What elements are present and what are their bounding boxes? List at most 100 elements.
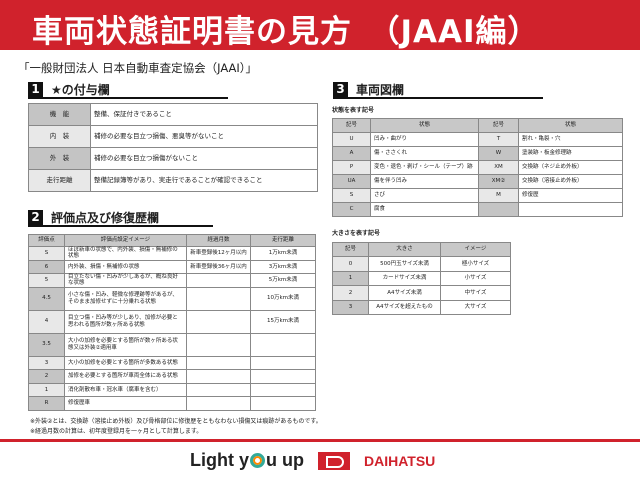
cell: 内外装、損傷・無補修の状態 (64, 259, 187, 274)
cell: 6 (28, 259, 65, 274)
cell: さび (370, 188, 479, 203)
cell: 加修を必要とする箇所が車両全体にある状態 (64, 369, 187, 384)
row-value: 整備記録簿等があり、実走行であることが確認できること (90, 169, 318, 192)
column-header: 走行距離 (250, 234, 316, 247)
cell: 2 (332, 285, 369, 301)
cell (478, 202, 519, 217)
table-row: 走行距離 整備記録簿等があり、実走行であることが確認できること (28, 169, 318, 192)
column-header: イメージ (440, 242, 511, 257)
cell (250, 369, 316, 384)
table-row: 2 加修を必要とする箇所が車両全体にある状態 (28, 369, 316, 384)
cell (250, 355, 316, 370)
header-row: 記号 状態 記号 状態 (332, 118, 623, 133)
cell: 0 (332, 256, 369, 272)
table-row: 6 内外装、損傷・無補修の状態 新車登録後36ヶ月以内 3万km未満 (28, 259, 316, 274)
organization: 「一般財団法人 日本自動車査定協会（JAAI）」 (18, 61, 258, 75)
cell (186, 309, 251, 334)
page-title: 車両状態証明書の見方 （JAAI編） (0, 0, 640, 50)
cell (186, 369, 251, 384)
cell: 15万km未満 (250, 309, 316, 334)
cell: 大小の加修を必要とする箇所が数ヶ所ある状態又は外装②適用車 (64, 332, 187, 357)
cell: 500円玉サイズ未満 (368, 256, 441, 272)
size-label: 大きさを表す記号 (332, 230, 381, 237)
cell: 10万km未満 (250, 286, 316, 311)
row-value: 補修の必要な目立つ損傷、悪臭等がないこと (90, 125, 318, 148)
section-title: ★の付与欄 (51, 83, 110, 97)
brand-name: DAIHATSU (364, 452, 436, 469)
column-header: 評価点設定イメージ (64, 234, 187, 247)
cell: 5万km未満 (250, 273, 316, 288)
cell: 交換跡（溶接止め外板） (518, 174, 623, 189)
cell: 4.5 (28, 286, 65, 311)
cell: 中サイズ (440, 285, 511, 301)
table-row: 3.5 大小の加修を必要とする箇所が数ヶ所ある状態又は外装②適用車 (28, 332, 316, 357)
section1-heading: 1 ★の付与欄 (28, 82, 228, 99)
table-row: U 凹み・曲がり T 割れ・亀裂・穴 (332, 132, 623, 147)
slogan-text: u up (266, 450, 304, 470)
cell: R (28, 396, 65, 411)
cell: 目立つ傷・凹み等が少しあり、加修が必要と思われる箇所が数ヶ所ある状態 (64, 309, 187, 334)
cell: W (478, 146, 519, 161)
column-header: 記号 (478, 118, 519, 133)
section-number: 2 (28, 210, 43, 225)
table-row: 機 能整備、保証付きであること (28, 103, 318, 126)
cell: 新車登録後12ヶ月以内 (186, 246, 251, 261)
cell: A4サイズ未満 (368, 285, 441, 301)
cell: S (28, 246, 65, 261)
cell (186, 332, 251, 357)
cell: 変色・退色・剥げ・シール（テープ）跡 (370, 160, 479, 175)
cell: UA (332, 174, 371, 189)
row-label: 走行距離 (28, 169, 91, 192)
cell: 新車登録後36ヶ月以内 (186, 259, 251, 274)
table-row: 5 目立たない傷・凹みが少しあるが、概ね良好な状態 5万km未満 (28, 273, 316, 288)
cell: 交換跡（ネジ止め外板） (518, 160, 623, 175)
cell: P (332, 160, 371, 175)
cell: U (332, 132, 371, 147)
table-row: 外 装補修の必要な目立つ損傷がないこと (28, 147, 318, 170)
row-label: 内 装 (28, 125, 91, 148)
cell: 4 (28, 309, 65, 334)
cell (186, 273, 251, 288)
cell: 1万km未満 (250, 246, 316, 261)
cell: 3.5 (28, 332, 65, 357)
cell: 目立たない傷・凹みが少しあるが、概ね良好な状態 (64, 273, 187, 288)
table-row: 内 装補修の必要な目立つ損傷、悪臭等がないこと (28, 125, 318, 148)
cell: 2 (28, 369, 65, 384)
cell: 極小サイズ (440, 256, 511, 272)
cell: C (332, 202, 371, 217)
cell: ほぼ新車の状態で、内外装、損傷・無補修の状態 (64, 246, 187, 261)
daihatsu-logo-icon (318, 451, 350, 470)
cell: 塗装跡・板金修理跡 (518, 146, 623, 161)
grade-table: 評価点 評価点設定イメージ 経過月数 走行距離 S ほぼ新車の状態で、内外装、損傷・無補修… (28, 234, 316, 411)
cell (186, 286, 251, 311)
cell: 1 (28, 382, 65, 397)
cell (250, 382, 316, 397)
section-number: 3 (333, 82, 348, 97)
ring-icon (250, 453, 265, 468)
divider (0, 439, 640, 442)
cell: S (332, 188, 371, 203)
column-header: 状態 (518, 118, 623, 133)
star-table: 機 能整備、保証付きであること内 装補修の必要な目立つ損傷、悪臭等がないこと外 … (28, 103, 318, 192)
row-value: 補修の必要な目立つ損傷がないこと (90, 147, 318, 170)
slogan-text: Light y (190, 450, 249, 470)
section-title: 評価点及び修復歴欄 (51, 211, 160, 225)
table-row: 2 A4サイズ未満 中サイズ (332, 285, 511, 301)
table-row: 1 消化剤散布車・冠水車（腐車を含む） (28, 382, 316, 397)
cell: 腐食 (370, 202, 479, 217)
section-number: 1 (28, 82, 43, 97)
table-row: 4 目立つ傷・凹み等が少しあり、加修が必要と思われる箇所が数ヶ所ある状態 15万km… (28, 309, 316, 334)
cell (250, 396, 316, 411)
cell: A4サイズを超えたもの (368, 299, 441, 315)
size-table: 記号 大きさ イメージ 0 500円玉サイズ未満 極小サイズ 1 カードサイズ未満 小サイズ 2 A… (332, 242, 511, 315)
row-label: 機 能 (28, 103, 91, 126)
table-row: A 傷・ささくれ W 塗装跡・板金修理跡 (332, 146, 623, 161)
cell (250, 332, 316, 357)
section2-heading: 2 評価点及び修復歴欄 (28, 210, 213, 227)
note: ※経過月数の計算は、初年度登録月を一ヶ月として計算します。 (30, 428, 203, 435)
cell: 傷を伴う凹み (370, 174, 479, 189)
table-row: 4.5 小さな傷・凹み、軽微な修理跡等があるが、そのまま加修せずに十分乗れる状態 1… (28, 286, 316, 311)
table-row: UA 傷を伴う凹み XM② 交換跡（溶接止め外板） (332, 174, 623, 189)
column-header: 評価点 (28, 234, 65, 247)
table-row: 0 500円玉サイズ未満 極小サイズ (332, 256, 511, 272)
